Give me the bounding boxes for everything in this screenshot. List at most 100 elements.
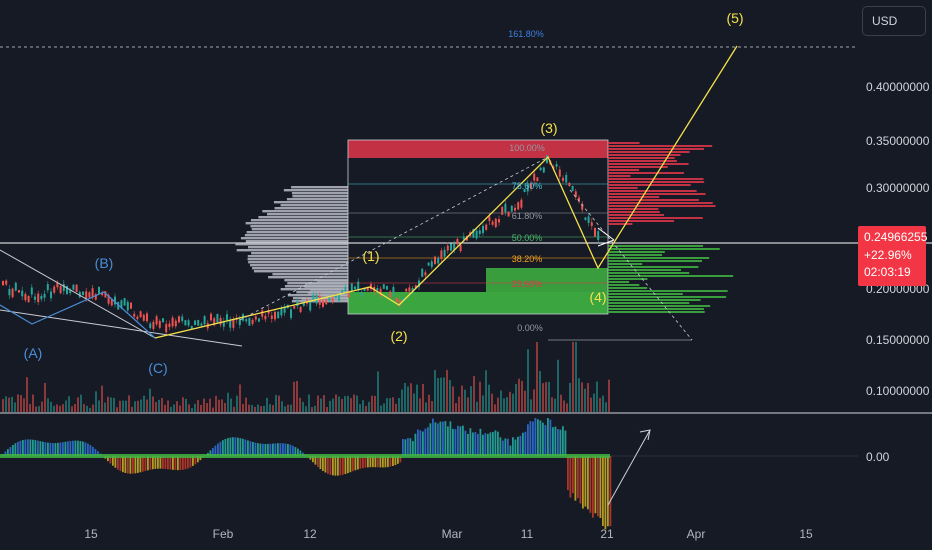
volume-bar [284,406,286,412]
fib-box [347,139,609,315]
oscillator-histogram [0,417,612,530]
channel-guide-line [239,156,549,321]
wave-label-1: (1) [362,248,380,264]
candle-body [501,206,504,215]
oscillator-bar [279,443,282,456]
volume-bar [47,398,49,412]
candle-body [245,319,248,322]
oscillator-bar [474,432,477,456]
candle-body [318,295,321,305]
candle-body [475,230,478,239]
oscillator-bar [347,456,349,474]
candle-body [50,291,52,299]
candle-body [274,311,276,320]
candle-body [382,284,385,289]
candle-body [85,291,88,299]
oscillator-bar [519,435,522,456]
current-price-tag[interactable]: 0.24966255 +22.96% 02:03:19 [858,226,927,286]
volume-profile-bar [247,258,348,261]
currency-button[interactable]: USD [862,6,926,36]
candle-body [424,272,427,276]
volume-bar [236,395,238,412]
demand-profile-bar [608,293,683,295]
candle-body [302,302,305,306]
oscillator-bar [469,428,472,456]
candle-body [498,219,500,223]
volume-bar [335,394,337,412]
volume-bar [152,396,154,412]
oscillator-bar [479,428,482,456]
candle-body [386,286,388,290]
candle-body [299,306,302,313]
candle-body [446,245,449,251]
candle-body [75,284,78,292]
oscillator-bar [577,456,579,499]
time-axis-label: 11 [520,527,534,541]
volume-bar [344,396,346,412]
candle-body [587,216,590,223]
oscillator-bar [22,440,24,456]
oscillator-bar [137,456,139,473]
volume-bar [317,395,319,412]
oscillator-bar [39,441,42,456]
volume-bar [155,402,157,412]
candle-body [222,321,225,327]
volume-bar [62,404,64,412]
oscillator-bar [324,456,327,473]
wave-label-5: (5) [726,10,744,26]
candle-body [30,287,33,295]
oscillator-bar [422,431,424,456]
volume-bar [161,398,163,412]
supply-profile-bar [608,154,681,156]
supply-profile-bar [608,202,713,204]
supply-profile-bar [608,190,697,192]
volume-bar [38,406,40,412]
volume-bar [587,382,589,412]
volume-bar [446,369,448,412]
candle-body [389,291,392,298]
oscillator-bar [467,433,469,456]
time-axis-label: Apr [686,527,706,541]
volume-bar [188,404,190,412]
oscillator-bar [94,448,97,456]
oscillator-bar [159,456,162,469]
oscillator-bar [459,426,462,456]
candle-body [414,285,417,289]
oscillator-bar [407,438,409,456]
supply-profile-bar [608,145,713,147]
fib-label-618: 61.80% [511,211,543,221]
volume-bar [515,383,517,412]
volume-bar [497,397,499,412]
volume-bar [95,391,97,412]
candle-body [117,301,120,310]
candle-body [533,173,536,181]
volume-bar [359,404,361,412]
volume-bar [386,398,388,412]
volume-bar [347,395,349,412]
candle-body [338,294,340,302]
oscillator-bar [42,441,44,456]
volume-bar [554,398,556,412]
oscillator-bar [424,428,427,456]
volume-bar [296,380,298,412]
oscillator-bar [62,442,64,456]
oscillator-bar [227,438,229,456]
oscillator-bar [222,440,224,456]
candle-body [251,319,254,324]
oscillator-bar [462,425,464,456]
candle-body [565,174,568,183]
oscillator-arrow-line [607,429,651,506]
fib-label-100: 100.00% [509,143,545,153]
volume-bar [374,395,376,412]
volume-bar [536,342,538,412]
candle-body [270,315,273,319]
candle-body [34,296,36,300]
candle-body [421,268,424,277]
volume-bars [2,342,610,412]
oscillator-bar [337,456,339,476]
volume-profile-bar [245,222,348,225]
oscillator-bar [594,456,597,514]
candle-body [8,288,11,296]
volume-bar [407,386,409,412]
